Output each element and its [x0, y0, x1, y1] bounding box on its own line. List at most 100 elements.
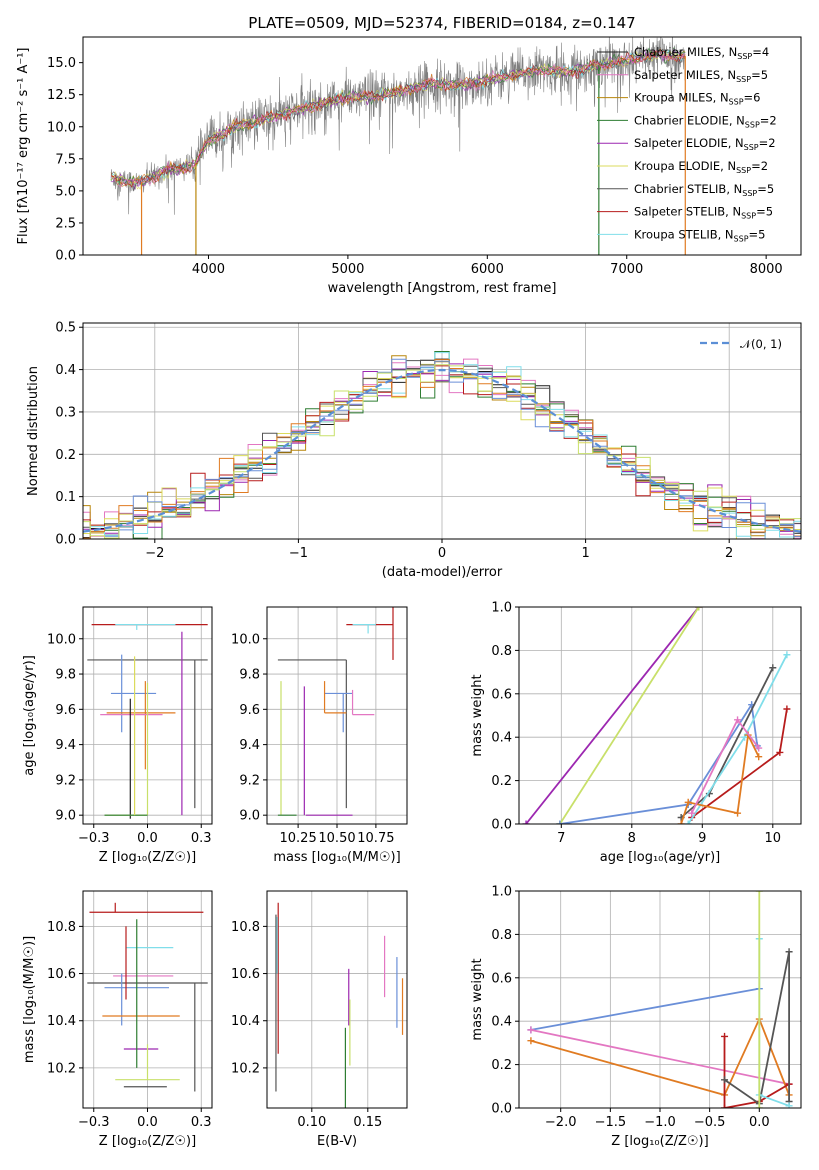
y-tick-label: 0.3 [55, 405, 76, 420]
y-tick-label: 10.6 [47, 967, 76, 982]
y-tick-label: 1.0 [491, 885, 512, 900]
x-axis-label: Z [log₁₀(Z/Z☉)] [99, 1134, 196, 1149]
x-tick-label: 10.25 [280, 831, 317, 846]
x-tick-label: −0.5 [694, 1115, 726, 1130]
axes-frame [82, 36, 802, 256]
legend-entry: Kroupa MILES, NSSP=6 [634, 91, 760, 107]
y-tick-label: 10.0 [47, 632, 76, 647]
weight-series-line [559, 607, 700, 824]
y-tick-label: 0.4 [491, 731, 512, 746]
y-tick-label: 15.0 [47, 56, 76, 71]
y-tick-label: 0.2 [491, 774, 512, 789]
weight-marker [785, 948, 793, 956]
residual-legend: 𝒩(0, 1) [700, 337, 782, 351]
model-spectrum-line [110, 48, 686, 187]
x-tick-label: 8000 [750, 262, 783, 277]
weight-marker [721, 1076, 729, 1084]
legend-entry: Chabrier ELODIE, NSSP=2 [634, 113, 777, 129]
y-axis-label: mass [log₁₀(M/M☉)] [22, 936, 37, 1063]
legend-entry: Salpeter STELIB, NSSP=5 [634, 205, 773, 221]
x-tick-label: 7 [557, 831, 565, 846]
model-spectrum-line [110, 50, 686, 188]
y-tick-label: 0.0 [55, 533, 76, 548]
x-tick-label: 8 [628, 831, 636, 846]
axes-frame [266, 606, 408, 825]
y-tick-label: 0.8 [491, 644, 512, 659]
weight-marker [677, 820, 685, 824]
x-tick-label: −1.0 [644, 1115, 676, 1130]
y-tick-label: 0.2 [55, 448, 76, 463]
weight-marker [755, 753, 763, 761]
weight-series [556, 607, 703, 824]
x-tick-label: 10 [765, 831, 782, 846]
x-tick-label: 0.3 [191, 1115, 212, 1130]
y-tick-label: 0.5 [55, 321, 76, 336]
residual-histogram [83, 352, 801, 539]
weight-marker [785, 1102, 793, 1108]
panel-weight_vs_Z: −2.0 −1.5 −1.0 −0.5 0.0 0.0 0.2 0.4 0.6 0.8 1.0 Z [… [470, 885, 802, 1149]
panel-age_vs_Z: −0.3 0.0 0.3 9.0 9.2 9.4 9.6 9.8 10.0 Z [log₁₀(Z/… [22, 606, 213, 865]
x-tick-label: 10.50 [318, 831, 355, 846]
weight-series [688, 716, 763, 817]
x-tick-label: 0.0 [749, 1115, 770, 1130]
x-tick-label: −0.3 [78, 831, 110, 846]
axes-frame [82, 606, 213, 825]
errorbar-point [110, 654, 157, 733]
residual-histogram [83, 365, 801, 539]
x-tick-label: −2.0 [545, 1115, 577, 1130]
y-axis-label: age [log₁₀(age/yr)] [22, 655, 37, 776]
residual-histogram [83, 359, 801, 539]
errorbar-point [115, 1044, 180, 1081]
panel-mass_vs_EBV: 0.10 0.15 10.2 10.4 10.6 10.8 E(B-V) [231, 890, 408, 1149]
y-tick-label: 0.2 [491, 1058, 512, 1073]
x-axis-label: (data-model)/error [382, 565, 503, 580]
legend-entry: Salpeter ELODIE, NSSP=2 [634, 136, 776, 152]
weight-series-line [723, 1036, 790, 1108]
axes-frame [82, 322, 802, 540]
weight-series-line [525, 607, 700, 824]
x-axis-label: mass [log₁₀(M/M☉)] [273, 850, 400, 865]
x-axis-label: Z [log₁₀(Z/Z☉)] [99, 850, 196, 865]
panel-mass_vs_Z: −0.3 0.0 0.3 10.2 10.4 10.6 10.8 Z [log₁₀(Z/Z☉)… [22, 890, 213, 1149]
x-tick-label: 9 [698, 831, 706, 846]
weight-marker [776, 748, 784, 756]
panel-age_vs_mass: 10.25 10.50 10.75 9.0 9.2 9.4 9.6 9.8 10.0 mass [… [231, 606, 408, 865]
y-tick-label: 9.6 [55, 703, 76, 718]
y-tick-label: 10.8 [47, 920, 76, 935]
y-tick-label: 9.8 [239, 668, 260, 683]
weight-marker [695, 607, 703, 611]
x-tick-label: 4000 [192, 262, 225, 277]
axes-frame [82, 890, 213, 1109]
y-tick-label: 5.0 [55, 184, 76, 199]
weight-series-line [530, 1029, 790, 1085]
x-tick-label: −1 [289, 546, 308, 561]
errorbar-point [346, 607, 394, 660]
weight-marker [755, 744, 763, 752]
y-tick-label: 9.4 [55, 738, 76, 753]
weight-marker [684, 820, 692, 824]
y-tick-label: 10.8 [231, 920, 260, 935]
errorbar-point [352, 624, 376, 634]
y-tick-label: 10.6 [231, 967, 260, 982]
axes-frame [518, 606, 802, 825]
errorbar-point [87, 659, 208, 809]
y-tick-label: 10.0 [231, 632, 260, 647]
y-tick-label: 10.2 [47, 1061, 76, 1076]
weight-marker [522, 820, 530, 824]
normal-curve [83, 368, 801, 533]
errorbar-point [106, 681, 176, 770]
y-tick-label: 9.6 [239, 703, 260, 718]
y-tick-label: 7.5 [55, 152, 76, 167]
axes-frame [266, 890, 408, 1109]
residual-histogram [83, 364, 801, 539]
x-tick-label: 1 [581, 546, 589, 561]
legend-entry: Kroupa ELODIE, NSSP=2 [634, 159, 768, 175]
errorbar-point [277, 659, 347, 809]
y-tick-label: 9.0 [55, 809, 76, 824]
x-axis-label: wavelength [Angstrom, rest frame] [328, 281, 557, 296]
spectrum-legend: Chabrier MILES, NSSP=4 Salpeter MILES, NS… [597, 45, 777, 243]
weight-marker [688, 809, 696, 817]
errorbar-point [89, 902, 204, 913]
y-tick-label: 9.2 [239, 773, 260, 788]
